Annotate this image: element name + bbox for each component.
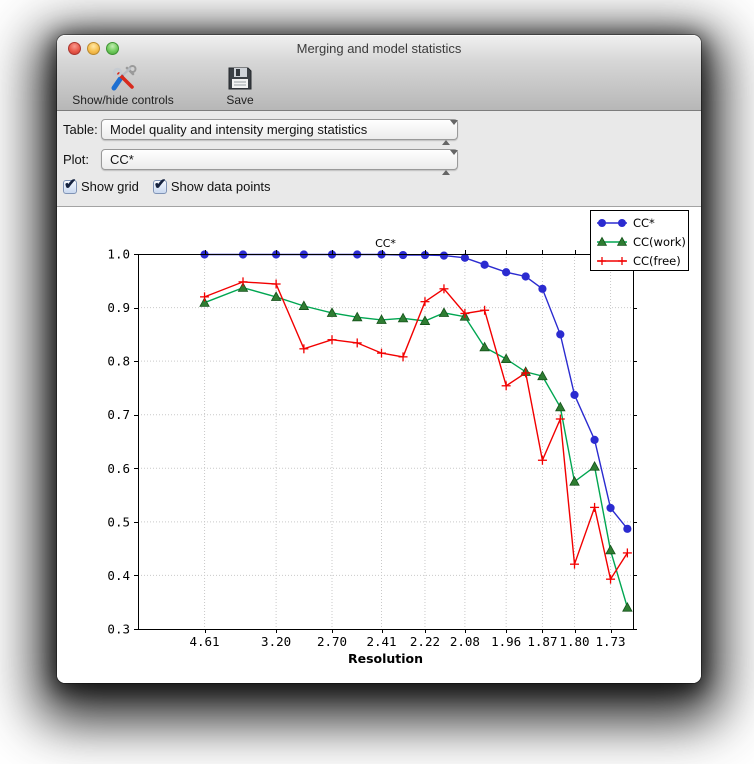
svg-text:2.08: 2.08 bbox=[450, 634, 480, 649]
series-line-CC(work) bbox=[204, 286, 629, 608]
svg-text:1.87: 1.87 bbox=[527, 634, 557, 649]
legend-label: CC(free) bbox=[633, 254, 681, 268]
zoom-button[interactable] bbox=[106, 42, 119, 55]
show-data-points-checkbox[interactable]: ✔ bbox=[152, 176, 167, 194]
x-axis-label: Resolution bbox=[348, 651, 423, 666]
svg-text:0.8: 0.8 bbox=[107, 354, 130, 369]
plot-panel: 4.61 3.20 2.70 2.41 2.22 2.08 1.96 1.87 1.80 1.73… bbox=[57, 207, 701, 683]
controls-panel: Table: Model quality and intensity mergi… bbox=[57, 111, 701, 207]
minimize-button[interactable] bbox=[87, 42, 100, 55]
window-title: Merging and model statistics bbox=[296, 41, 462, 56]
svg-text:2.70: 2.70 bbox=[317, 634, 347, 649]
series-markers-CC(free) bbox=[200, 277, 632, 584]
plot-dropdown-value: CC* bbox=[110, 152, 134, 167]
table-dropdown[interactable]: Model quality and intensity merging stat… bbox=[101, 119, 458, 145]
show-grid-checkbox[interactable]: ✔ bbox=[63, 176, 77, 194]
chart-canvas[interactable]: 4.61 3.20 2.70 2.41 2.22 2.08 1.96 1.87 1.80 1.73… bbox=[57, 207, 701, 683]
checkmark-icon: ✔ bbox=[153, 175, 167, 193]
chart-legend: CC* CC(work) CC(free) bbox=[590, 210, 689, 271]
svg-text:1.96: 1.96 bbox=[491, 634, 521, 649]
toolitem-label: Save bbox=[226, 93, 254, 107]
stepper-arrows-icon bbox=[442, 120, 458, 145]
save-icon bbox=[226, 64, 254, 92]
title-bar[interactable]: Merging and model statistics bbox=[57, 35, 701, 62]
tools-icon bbox=[109, 64, 137, 92]
app-window: Merging and model statistics Show/hid bbox=[57, 35, 701, 683]
series-markers-CC(work) bbox=[199, 282, 633, 612]
data-series bbox=[199, 250, 633, 612]
plot-dropdown[interactable]: CC* bbox=[101, 149, 458, 175]
grid-lines bbox=[138, 254, 633, 629]
show-grid-label: Show grid bbox=[81, 179, 139, 195]
show-data-points-label: Show data points bbox=[170, 179, 271, 195]
svg-text:2.22: 2.22 bbox=[410, 634, 440, 649]
svg-text:3.20: 3.20 bbox=[261, 634, 291, 649]
svg-text:1.80: 1.80 bbox=[559, 634, 589, 649]
svg-text:0.5: 0.5 bbox=[107, 514, 130, 529]
legend-label: CC* bbox=[633, 216, 655, 230]
save-button[interactable]: Save bbox=[217, 64, 263, 107]
svg-text:2.41: 2.41 bbox=[366, 634, 396, 649]
checkmark-icon: ✔ bbox=[64, 175, 77, 193]
close-button[interactable] bbox=[68, 42, 81, 55]
svg-text:0.6: 0.6 bbox=[107, 461, 130, 476]
svg-text:1.0: 1.0 bbox=[107, 247, 130, 262]
svg-text:0.9: 0.9 bbox=[107, 300, 130, 315]
svg-text:4.61: 4.61 bbox=[189, 634, 219, 649]
series-line-CC(free) bbox=[204, 281, 628, 581]
stepper-arrows-icon bbox=[442, 150, 458, 175]
svg-text:0.4: 0.4 bbox=[107, 568, 130, 583]
toolitem-label: Show/hide controls bbox=[72, 93, 174, 107]
series-line-CC* bbox=[204, 253, 628, 530]
table-label: Table: bbox=[63, 122, 98, 137]
table-dropdown-value: Model quality and intensity merging stat… bbox=[110, 122, 368, 137]
series-markers-CC* bbox=[200, 250, 632, 533]
toolbar: Show/hide controls Save bbox=[57, 62, 701, 111]
tick-labels: 4.61 3.20 2.70 2.41 2.22 2.08 1.96 1.87 1.80 1.73… bbox=[107, 247, 625, 650]
axes-frame bbox=[134, 250, 637, 633]
svg-text:0.7: 0.7 bbox=[107, 407, 130, 422]
svg-text:1.73: 1.73 bbox=[595, 634, 625, 649]
show-hide-controls-button[interactable]: Show/hide controls bbox=[65, 64, 181, 107]
svg-text:0.3: 0.3 bbox=[107, 622, 130, 637]
plot-label: Plot: bbox=[63, 152, 90, 167]
legend-label: CC(work) bbox=[633, 235, 686, 249]
chart-title: CC* bbox=[375, 237, 396, 250]
